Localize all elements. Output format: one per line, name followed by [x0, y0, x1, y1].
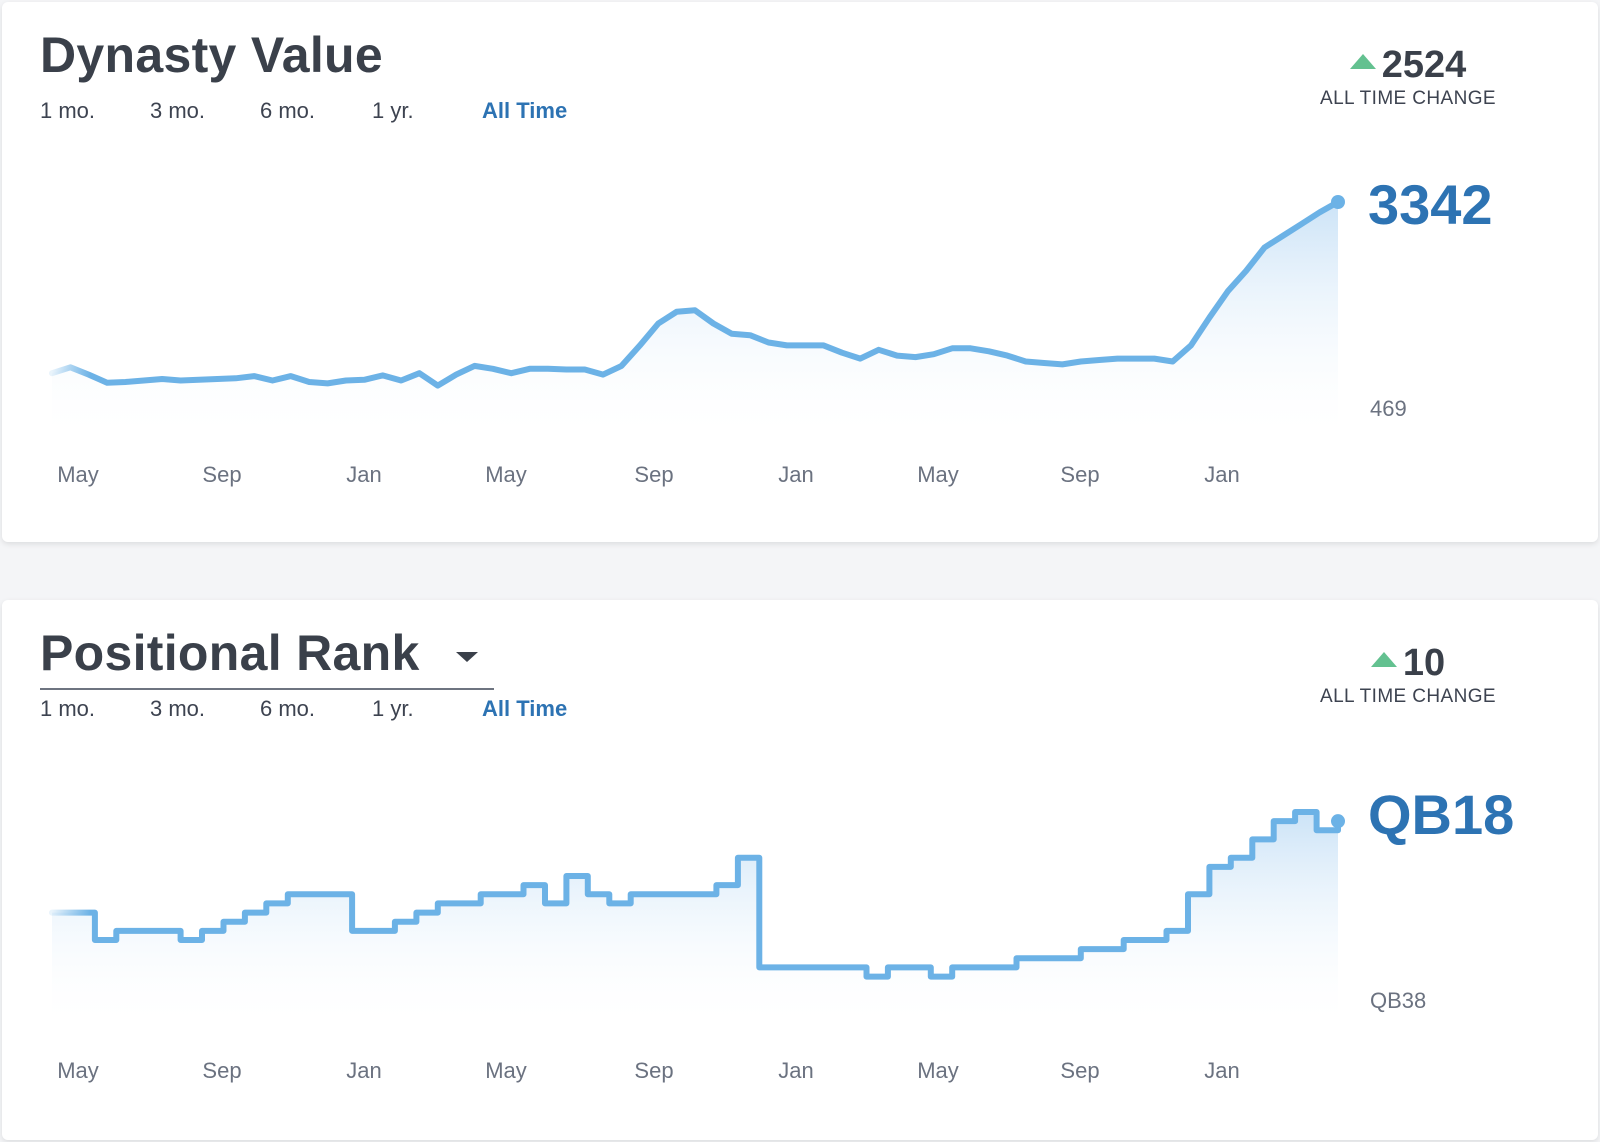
dynasty-value-card: Dynasty Value 1 mo. 3 mo. 6 mo. 1 yr. Al…: [2, 2, 1598, 542]
x-tick-label: May: [917, 1058, 959, 1083]
x-tick-label: Jan: [1204, 462, 1239, 487]
change-label: ALL TIME CHANGE: [1320, 686, 1496, 707]
change-label: ALL TIME CHANGE: [1320, 88, 1496, 109]
x-tick-label: Jan: [778, 1058, 813, 1083]
caret-down-icon: [456, 652, 478, 662]
series-area: [52, 202, 1338, 442]
x-tick-label: Jan: [346, 1058, 381, 1083]
x-tick-label: Sep: [634, 462, 673, 487]
x-tick-label: Sep: [202, 462, 241, 487]
x-tick-label: Sep: [634, 1058, 673, 1083]
range-3-months[interactable]: 3 mo.: [150, 696, 206, 721]
x-tick-label: May: [57, 462, 99, 487]
range-6-months[interactable]: 6 mo.: [260, 696, 316, 721]
change-value: 10: [1402, 642, 1446, 684]
range-6-months[interactable]: 6 mo.: [260, 98, 316, 123]
x-tick-label: May: [485, 462, 527, 487]
x-tick-label: Jan: [1204, 1058, 1239, 1083]
x-tick-label: Sep: [202, 1058, 241, 1083]
range-1-year[interactable]: 1 yr.: [372, 696, 414, 721]
rank-type-dropdown[interactable]: Positional Rank: [40, 622, 494, 690]
positional-rank-card: Positional Rank 1 mo. 3 mo. 6 mo. 1 yr. …: [2, 600, 1598, 1140]
series-area: [52, 812, 1338, 1030]
range-all-time[interactable]: All Time: [482, 696, 568, 721]
current-value-label: QB18: [1368, 783, 1514, 846]
range-3-months[interactable]: 3 mo.: [150, 98, 206, 123]
min-value-label: 469: [1370, 396, 1407, 421]
x-tick-label: May: [485, 1058, 527, 1083]
x-tick-label: Jan: [778, 462, 813, 487]
all-time-change: 2524 ALL TIME CHANGE: [1298, 44, 1518, 110]
up-arrow-icon: [1370, 652, 1397, 667]
x-tick-label: Sep: [1060, 462, 1099, 487]
dynasty-value-chart: 3342 469 May Sep Jan May Sep Jan May Sep Jan: [49, 173, 1493, 487]
range-1-month[interactable]: 1 mo.: [40, 98, 96, 123]
range-1-year[interactable]: 1 yr.: [372, 98, 414, 123]
up-arrow-icon: [1349, 54, 1376, 69]
card-title: Positional Rank: [40, 625, 420, 681]
min-value-label: QB38: [1370, 988, 1426, 1013]
change-value: 2524: [1381, 44, 1467, 86]
current-point[interactable]: [1331, 814, 1345, 829]
x-tick-label: May: [57, 1058, 99, 1083]
card-title: Dynasty Value: [40, 27, 383, 83]
range-1-month[interactable]: 1 mo.: [40, 696, 96, 721]
positional-rank-chart: QB18 QB38 May Sep Jan May Sep Jan May Sep Jan: [49, 783, 1514, 1083]
range-all-time[interactable]: All Time: [482, 98, 568, 123]
x-tick-label: Jan: [346, 462, 381, 487]
series-line: [49, 809, 1341, 980]
x-tick-label: May: [917, 462, 959, 487]
current-point[interactable]: [1331, 195, 1345, 209]
series-line: [49, 199, 1341, 389]
all-time-change: 10 ALL TIME CHANGE: [1298, 642, 1518, 708]
x-tick-label: Sep: [1060, 1058, 1099, 1083]
current-value-label: 3342: [1368, 173, 1493, 236]
